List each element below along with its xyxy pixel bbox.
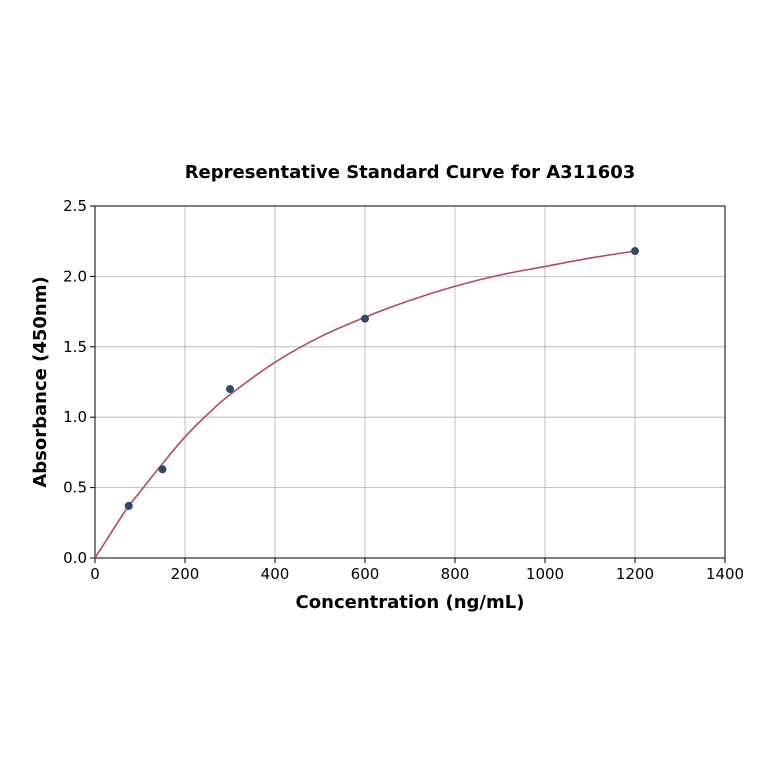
x-tick-label: 1000 <box>526 565 564 583</box>
data-point <box>226 385 234 394</box>
x-tick-label: 0 <box>90 565 100 583</box>
data-point <box>631 247 639 256</box>
x-tick-label: 200 <box>171 565 200 583</box>
x-axis-title: Concentration (ng/mL) <box>296 592 525 613</box>
x-tick-label: 400 <box>261 565 290 583</box>
y-tick-label: 1.5 <box>63 338 87 356</box>
plot-frame <box>94 205 726 559</box>
y-tick-label: 2.5 <box>63 197 87 215</box>
x-tick-label: 600 <box>351 565 380 583</box>
x-tick-label: 1200 <box>616 565 654 583</box>
data-point <box>158 465 167 474</box>
y-tick-label: 2.0 <box>63 267 87 285</box>
ticks-layer: 0 200 400 600 800 1000 1200 1400 0.0 0.5 1.0 1.5 2.0… <box>63 197 744 583</box>
x-tick-label: 1400 <box>706 565 744 583</box>
data-point <box>361 314 369 323</box>
x-tick-label: 800 <box>441 565 470 583</box>
chart-title: Representative Standard Curve for A31160… <box>185 162 636 183</box>
points-layer <box>124 247 639 510</box>
data-point <box>124 501 133 510</box>
y-tick-label: 0.5 <box>63 479 87 497</box>
y-tick-label: 0.0 <box>63 549 87 567</box>
grid-layer <box>94 205 726 559</box>
y-tick-label: 1.0 <box>63 408 87 426</box>
y-axis-title: Absorbance (450nm) <box>30 276 51 487</box>
